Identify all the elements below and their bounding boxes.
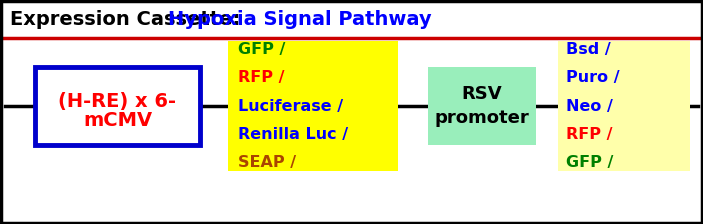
Text: Luciferase /: Luciferase / [238, 99, 343, 114]
Text: GFP /: GFP / [566, 155, 614, 170]
Text: RSV
promoter: RSV promoter [434, 85, 529, 127]
Bar [428, 67, 536, 145]
Text: (H-RE) x 6-: (H-RE) x 6- [58, 91, 176, 110]
Text: SEAP /: SEAP / [238, 155, 296, 170]
Text: GFP /: GFP / [238, 41, 285, 56]
Text: RFP /: RFP / [566, 127, 612, 142]
Text: Puro /: Puro / [566, 70, 619, 85]
Text: RFP /: RFP / [238, 70, 285, 85]
Text: Renilla Luc /: Renilla Luc / [238, 127, 348, 142]
Text: Expression Cassette:: Expression Cassette: [10, 9, 254, 28]
Bar [558, 41, 690, 171]
Text: mCMV: mCMV [83, 110, 152, 129]
Text: Bsd /: Bsd / [566, 41, 611, 56]
Bar [228, 41, 398, 171]
Text: Hypoxia Signal Pathway: Hypoxia Signal Pathway [168, 9, 432, 28]
Text: Neo /: Neo / [566, 99, 613, 114]
Bar [35, 67, 200, 145]
